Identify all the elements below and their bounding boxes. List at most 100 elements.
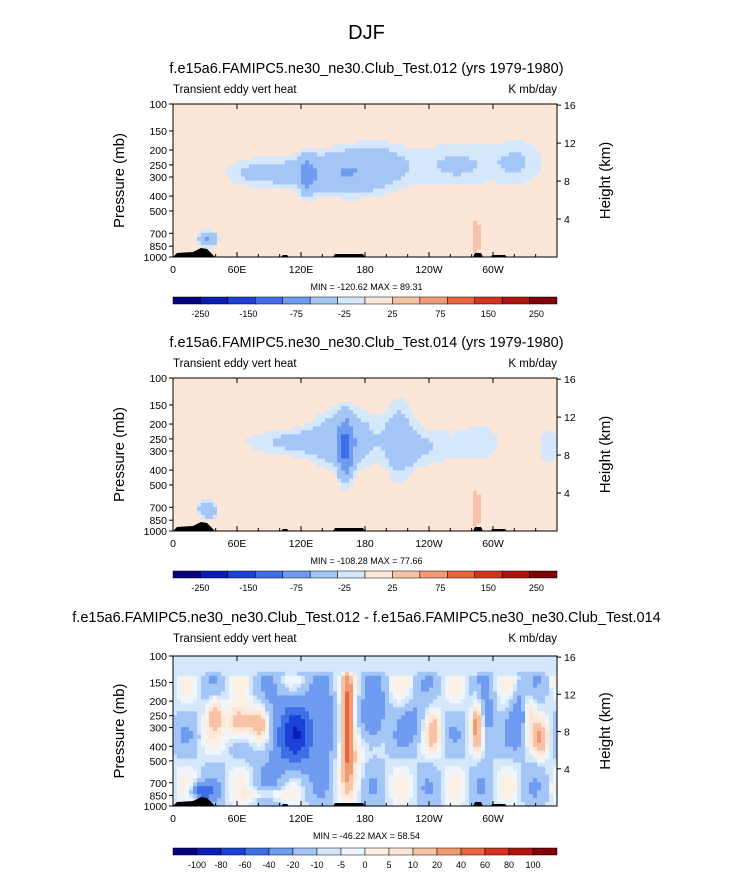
heat-cell [377, 382, 382, 387]
heat-cell [357, 108, 362, 113]
heat-cell [541, 406, 546, 411]
heat-cell [261, 184, 266, 190]
heat-cell [393, 220, 398, 226]
heat-cell [533, 390, 538, 395]
heat-cell [393, 204, 398, 210]
heat-cell [425, 200, 430, 206]
heat-cell [241, 398, 246, 403]
heat-cell [381, 212, 386, 218]
heat-cell [485, 220, 490, 226]
heat-cell [281, 196, 286, 202]
heat-cell [521, 208, 526, 214]
heat-cell [337, 426, 342, 431]
colorbar-swatch [200, 296, 229, 305]
heat-cell [221, 104, 226, 109]
heat-cell [397, 128, 402, 133]
heat-cell [505, 152, 510, 157]
heat-cell [285, 378, 290, 383]
heat-cell [525, 418, 530, 423]
heat-cell [237, 236, 242, 242]
heat-cell [369, 164, 374, 170]
heat-cell [253, 216, 258, 222]
heat-cell [417, 394, 422, 399]
heat-cell [353, 108, 358, 113]
heat-cell [425, 252, 430, 258]
heat-cell [421, 410, 426, 415]
heat-cell [413, 180, 418, 186]
heat-cell [369, 426, 374, 431]
heat-cell [365, 200, 370, 206]
heat-cell [437, 378, 442, 383]
heat-cell [365, 168, 370, 174]
heat-cell [441, 172, 446, 178]
heat-cell [273, 212, 278, 218]
heat-cell [421, 406, 426, 411]
heat-cell [293, 406, 298, 411]
heat-cell [489, 240, 494, 246]
heat-cell [189, 152, 194, 157]
heat-cell [213, 172, 218, 178]
heat-cell [305, 156, 310, 161]
heat-cell [469, 224, 474, 230]
heat-cell [453, 156, 458, 161]
heat-cell [553, 200, 558, 206]
heat-cell [373, 414, 378, 419]
heat-cell [237, 188, 242, 194]
heat-cell [521, 156, 526, 161]
heat-cell [181, 120, 186, 125]
heat-cell [289, 196, 294, 202]
heat-cell [425, 104, 430, 109]
heat-cell [317, 168, 322, 174]
heat-cell [289, 414, 294, 419]
heat-cell [177, 208, 182, 214]
heat-cell [253, 132, 258, 137]
heat-cell [473, 160, 478, 165]
heat-cell [381, 140, 386, 145]
heat-cell [209, 402, 214, 407]
heat-cell [553, 386, 558, 391]
heat-cell [509, 184, 514, 190]
heat-cell [445, 180, 450, 186]
heat-cell [293, 156, 298, 161]
heat-cell [465, 184, 470, 190]
heat-cell [549, 172, 554, 178]
heat-cell [209, 104, 214, 109]
heat-cell [369, 160, 374, 165]
heat-cell [289, 236, 294, 242]
heat-cell [365, 240, 370, 246]
heat-cell [445, 160, 450, 165]
heat-cell [201, 208, 206, 214]
heat-cell [233, 152, 238, 157]
heat-cell [317, 200, 322, 206]
heat-cell [377, 116, 382, 121]
heat-cell [281, 188, 286, 194]
heat-cell [257, 252, 262, 258]
heat-cell [341, 398, 346, 403]
heat-cell [209, 156, 214, 161]
heat-cell [385, 200, 390, 206]
heat-cell [241, 220, 246, 226]
heat-cell [505, 224, 510, 230]
heat-cell [181, 228, 186, 234]
heat-cell [405, 192, 410, 198]
heat-cell [405, 120, 410, 125]
heat-cell [497, 220, 502, 226]
heat-cell [181, 220, 186, 226]
heat-cell [377, 200, 382, 206]
heat-cell [377, 196, 382, 202]
heat-cell [417, 398, 422, 403]
heat-cell [225, 152, 230, 157]
heat-cell [445, 176, 450, 182]
heat-cell [489, 378, 494, 383]
heat-cell [261, 108, 266, 113]
heat-cell [553, 140, 558, 145]
heat-cell [253, 180, 258, 186]
heat-cell [465, 164, 470, 170]
heat-cell [357, 220, 362, 226]
heat-cell [385, 248, 390, 254]
heat-cell [249, 212, 254, 218]
heat-cell [521, 112, 526, 117]
heat-cell [277, 378, 282, 383]
heat-cell [485, 212, 490, 218]
heat-cell [549, 176, 554, 182]
